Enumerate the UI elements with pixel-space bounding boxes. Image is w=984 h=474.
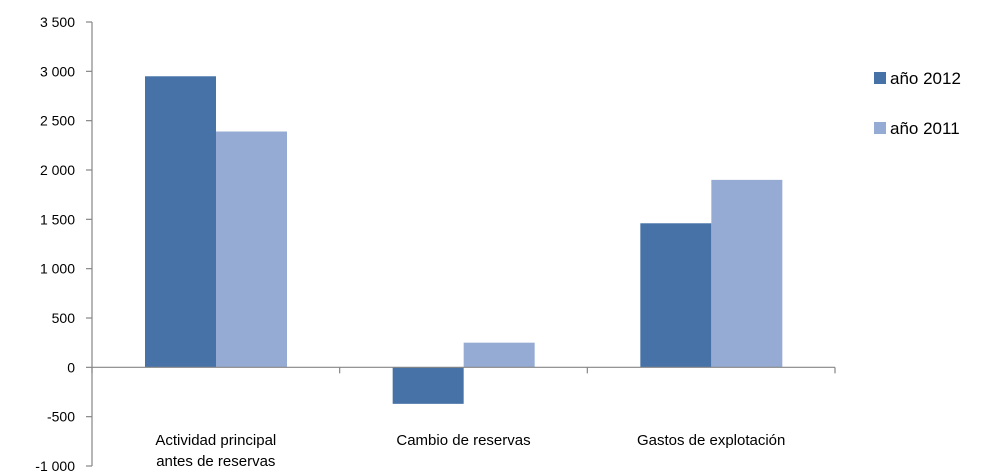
- legend-label: año 2012: [890, 69, 961, 88]
- y-tick-label: 0: [67, 359, 75, 375]
- labels-layer: 3 500 3 000 2 500 2 000 1 500 1 000 500 0 -500 -1…: [35, 14, 785, 474]
- bar-series-2-cat-1: [216, 131, 287, 368]
- legend: año 2012 año 2011: [874, 69, 961, 138]
- legend-swatch: [874, 122, 886, 134]
- axes-layer: [86, 21, 836, 467]
- bar-series-1-cat-1: [145, 76, 216, 368]
- y-tick-label: 2 000: [40, 162, 75, 178]
- bars-layer: [145, 76, 783, 404]
- legend-swatch: [874, 72, 886, 84]
- bar-series-1-cat-2: [392, 367, 464, 404]
- bar-series-2-cat-3: [711, 179, 783, 368]
- y-tick-label: 1 000: [40, 261, 75, 277]
- category-label: Actividad principal antes de reservas: [155, 432, 276, 470]
- bar-series-1-cat-3: [640, 223, 712, 368]
- legend-label: año 2011: [890, 119, 960, 138]
- y-tick-label: 500: [52, 310, 76, 326]
- y-tick-label: 2 500: [40, 113, 75, 129]
- category-label: Gastos de explotación: [637, 432, 785, 449]
- y-tick-label: 1 500: [40, 211, 75, 227]
- y-tick-label: -500: [47, 409, 75, 425]
- y-tick-label: -1 000: [35, 458, 75, 474]
- y-tick-label: 3 000: [40, 63, 75, 79]
- bar-series-2-cat-2: [463, 342, 535, 368]
- category-label: Cambio de reservas: [396, 432, 530, 449]
- y-tick-label: 3 500: [40, 14, 75, 30]
